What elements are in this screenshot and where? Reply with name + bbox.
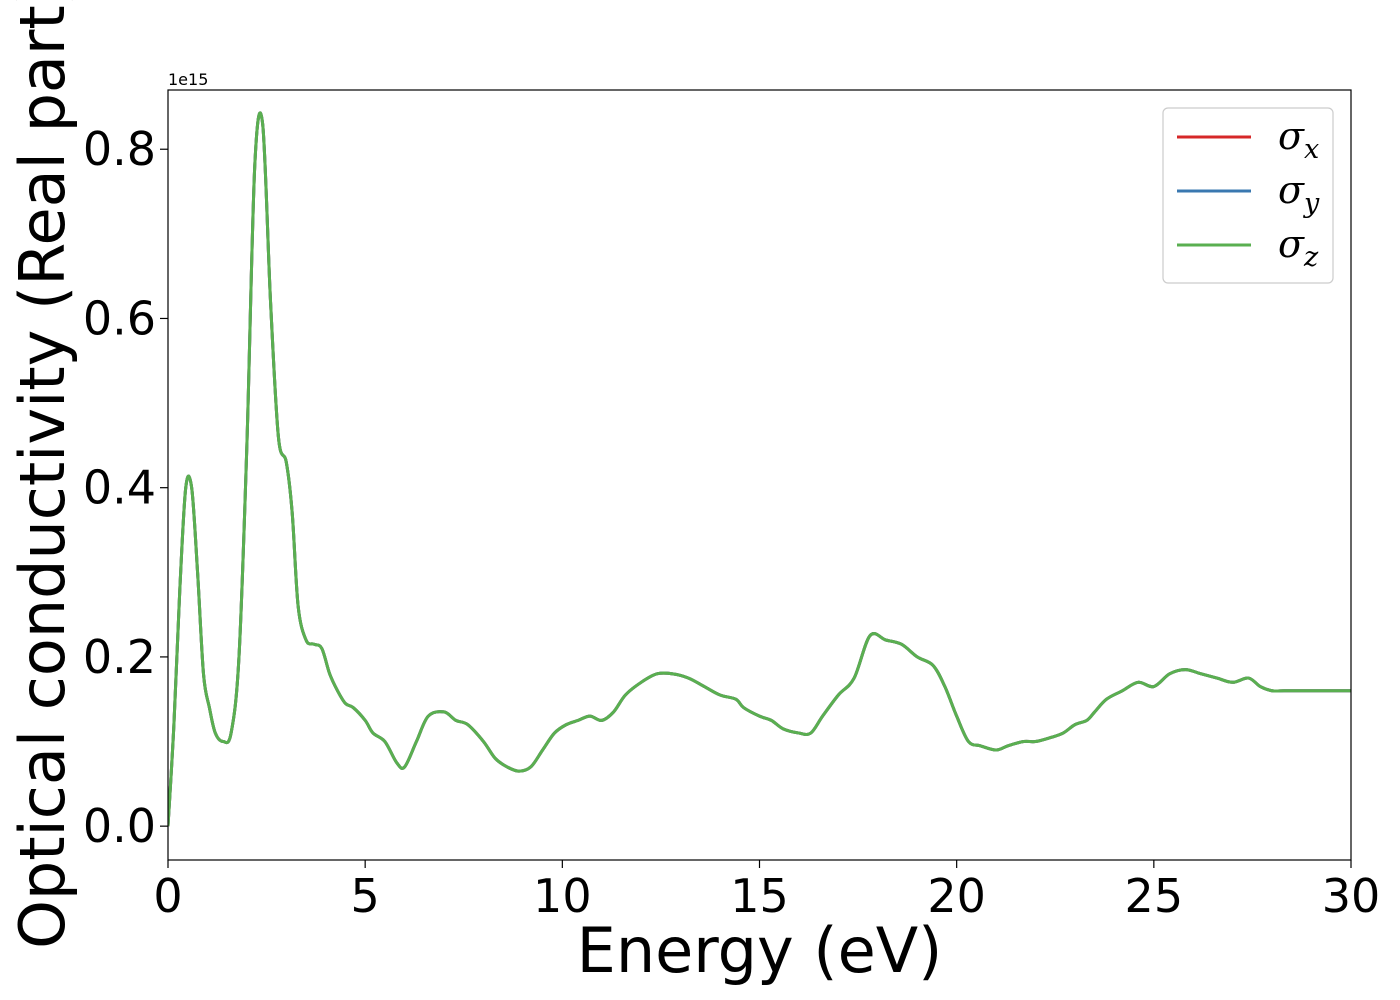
x-tick-label: 25 xyxy=(1125,869,1184,923)
x-tick-label: 10 xyxy=(533,869,592,923)
y-axis-label: Optical conductivity (Real part) xyxy=(6,0,79,949)
legend-label: σx xyxy=(1278,114,1319,165)
y-tick-label: 0.4 xyxy=(83,461,156,515)
y-offset-label: 1e15 xyxy=(168,70,208,89)
series-line-2 xyxy=(168,111,1351,827)
legend-item: σx xyxy=(1177,114,1319,165)
x-tick-label: 30 xyxy=(1322,869,1381,923)
series-layer xyxy=(168,111,1351,827)
x-axis-label: Energy (eV) xyxy=(577,914,943,987)
legend-label: σy xyxy=(1278,168,1320,219)
legend-item: σz xyxy=(1177,222,1319,273)
y-tick-label: 0.8 xyxy=(83,122,156,176)
y-tick-label: 0.0 xyxy=(83,799,156,853)
x-tick-label: 15 xyxy=(730,869,789,923)
x-tick-label: 5 xyxy=(351,869,380,923)
x-tick-label: 0 xyxy=(153,869,182,923)
x-tick-label: 20 xyxy=(927,869,986,923)
y-tick-label: 0.6 xyxy=(83,291,156,345)
x-axis-ticks: 0 5 10 15 20 25 30 xyxy=(153,860,1380,923)
legend-label: σz xyxy=(1278,222,1319,273)
legend-box xyxy=(1162,107,1334,284)
y-axis-ticks: 0.0 0.2 0.4 0.6 0.8 xyxy=(83,122,168,853)
legend-item: σy xyxy=(1177,168,1320,219)
y-tick-label: 0.2 xyxy=(83,630,156,684)
